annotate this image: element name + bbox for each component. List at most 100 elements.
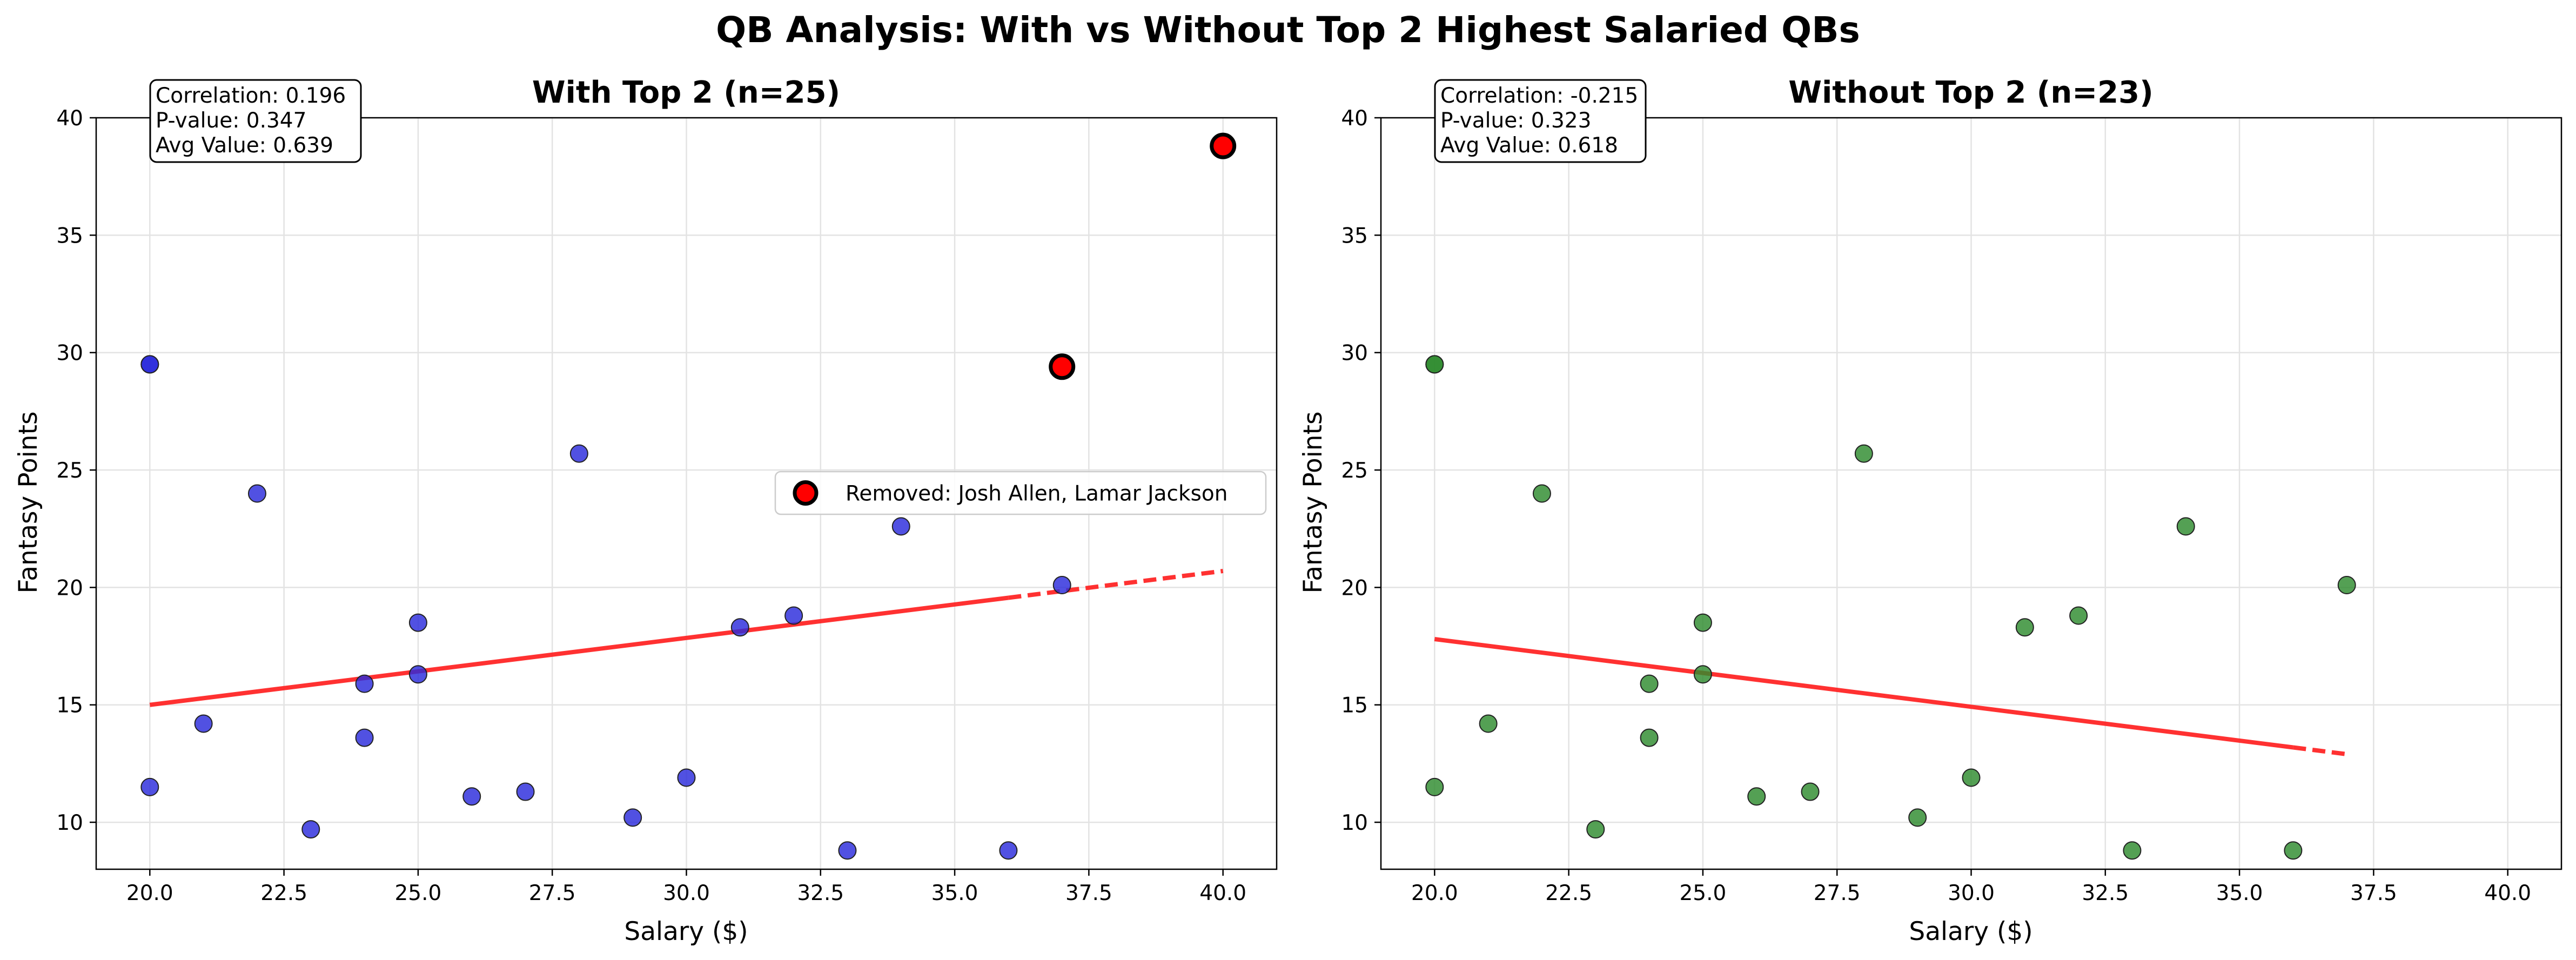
y-axis-label: Fantasy Points — [14, 412, 43, 594]
x-tick-label: 40.0 — [2484, 881, 2531, 905]
y-tick-label: 15 — [1341, 694, 1368, 718]
trendline-dashed — [1008, 568, 1224, 600]
x-tick-label: 20.0 — [1411, 881, 1458, 905]
x-tick-label: 30.0 — [663, 881, 710, 905]
y-tick-label: 25 — [56, 459, 83, 483]
y-tick-label: 20 — [1341, 576, 1368, 600]
data-point — [2069, 606, 2088, 625]
stats-line: Correlation: -0.215 — [1440, 84, 1638, 108]
data-point — [2123, 841, 2142, 860]
data-point — [730, 618, 749, 637]
data-point — [1693, 613, 1712, 632]
x-tick-label: 20.0 — [126, 881, 173, 905]
data-point — [301, 820, 320, 839]
removed-points — [1049, 132, 1237, 380]
legend-marker — [793, 480, 819, 506]
stats-line: Avg Value: 0.639 — [156, 133, 333, 158]
plot-area — [1381, 117, 2561, 869]
y-tick-label: 25 — [1341, 459, 1368, 483]
y-tick-label: 35 — [1341, 224, 1368, 248]
y-tick-label: 10 — [56, 811, 83, 835]
y-axis-label: Fantasy Points — [1298, 412, 1328, 594]
y-tick-label: 30 — [56, 341, 83, 366]
data-point — [891, 517, 910, 536]
data-point — [1854, 444, 1873, 463]
panel-without-top-2: Without Top 2 (n=23) Salary ($) Fantasy … — [1298, 75, 2562, 946]
data-point — [2015, 618, 2034, 637]
stats-line: P-value: 0.347 — [156, 109, 306, 133]
data-point — [569, 444, 588, 463]
stats-line: Avg Value: 0.618 — [1440, 133, 1618, 158]
x-tick-label: 37.5 — [2350, 881, 2397, 905]
panel-with-top-2: With Top 2 (n=25) Salary ($) Fantasy Poi… — [14, 75, 1278, 946]
data-point — [2284, 841, 2303, 860]
x-tick-label: 35.0 — [931, 881, 978, 905]
panel-title: Without Top 2 (n=23) — [1788, 75, 2153, 110]
x-tick-label: 22.5 — [260, 881, 307, 905]
x-tick-label: 27.5 — [1814, 881, 1861, 905]
data-point — [1801, 782, 1820, 801]
legend: Removed: Josh Allen, Lamar Jackson — [774, 471, 1267, 515]
data-point — [1747, 787, 1766, 806]
data-point — [140, 777, 159, 796]
figure-suptitle: QB Analysis: With vs Without Top 2 Highe… — [716, 9, 1860, 51]
data-point — [355, 674, 374, 693]
data-point — [1640, 728, 1659, 747]
data-point — [462, 787, 481, 806]
x-axis-label: Salary ($) — [1909, 917, 2032, 946]
data-point — [999, 841, 1018, 860]
data-point — [1425, 355, 1444, 374]
data-point — [1425, 777, 1444, 796]
data-point — [1908, 808, 1927, 827]
trendline-solid — [1434, 637, 2293, 750]
x-axis-label: Salary ($) — [624, 917, 748, 946]
data-point — [408, 613, 427, 632]
y-tick-label: 30 — [1341, 341, 1368, 366]
y-tick-label: 10 — [1341, 811, 1368, 835]
data-point — [784, 606, 803, 625]
x-tick-label: 25.0 — [1679, 881, 1726, 905]
panel-title: With Top 2 (n=25) — [532, 75, 840, 110]
stats-box-frame — [149, 79, 362, 163]
stats-line: Correlation: 0.196 — [156, 84, 346, 108]
data-point — [1586, 820, 1605, 839]
data-point — [194, 714, 213, 733]
data-point — [408, 665, 427, 684]
y-tick-label: 35 — [56, 224, 83, 248]
y-axis: 10 15 20 25 30 35 40 — [56, 106, 96, 835]
legend-label: Removed: Josh Allen, Lamar Jackson — [846, 482, 1227, 506]
x-tick-label: 25.0 — [394, 881, 441, 905]
x-tick-label: 32.5 — [797, 881, 844, 905]
data-points — [140, 137, 1232, 860]
data-point — [1479, 714, 1498, 733]
x-tick-label: 35.0 — [2216, 881, 2263, 905]
y-tick-label: 15 — [56, 694, 83, 718]
data-point — [1693, 665, 1712, 684]
x-tick-label: 22.5 — [1545, 881, 1592, 905]
y-tick-label: 40 — [1341, 106, 1368, 131]
x-tick-label: 40.0 — [1199, 881, 1246, 905]
data-point — [247, 484, 266, 503]
removed-point — [1049, 353, 1076, 380]
removed-point — [1210, 132, 1237, 159]
stats-box-frame — [1434, 79, 1647, 163]
trendline-dashed — [2292, 745, 2347, 756]
x-tick-label: 27.5 — [529, 881, 576, 905]
data-point — [516, 782, 535, 801]
data-point — [2337, 576, 2356, 595]
data-point — [1052, 576, 1071, 595]
x-tick-label: 37.5 — [1065, 881, 1112, 905]
trendline-solid — [149, 595, 1009, 707]
data-point — [1640, 674, 1659, 693]
data-point — [677, 768, 696, 787]
stats-line: P-value: 0.323 — [1440, 109, 1591, 133]
data-point — [1962, 768, 1981, 787]
data-point — [355, 728, 374, 747]
x-tick-label: 32.5 — [2082, 881, 2129, 905]
x-tick-label: 30.0 — [1948, 881, 1995, 905]
data-point — [140, 355, 159, 374]
